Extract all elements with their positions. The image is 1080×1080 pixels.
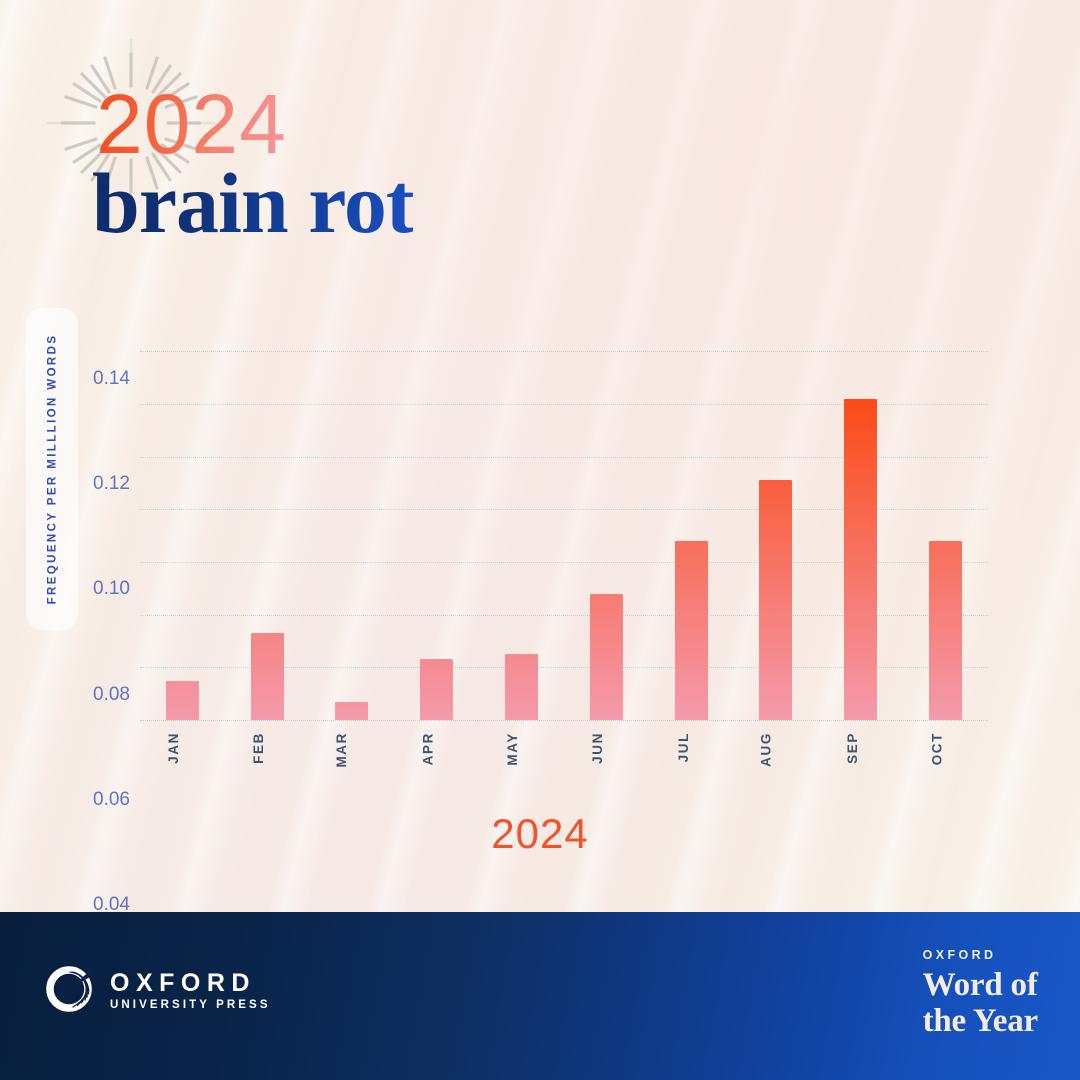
badge-kicker: OXFORD — [922, 948, 997, 962]
bar-slot: JAN — [140, 325, 225, 764]
bar-slot: MAY — [479, 325, 564, 766]
oup-wordmark: OXFORD UNIVERSITY PRESS — [110, 971, 271, 1012]
bar-slot: JUN — [564, 325, 649, 764]
bar-slot: OCT — [903, 325, 988, 765]
bar — [250, 633, 284, 720]
x-axis-tick-label: SEP — [845, 732, 877, 780]
x-axis-tick-label: FEB — [251, 732, 283, 780]
y-axis-label-text: FREQUENCY PER MILLLION WORDS — [46, 333, 58, 605]
year-headline: 2024 — [96, 77, 287, 171]
x-axis-tick-label-text: JAN — [166, 732, 182, 764]
poster-header: 2024 brain rot — [0, 0, 1080, 300]
bar-slot: APR — [394, 325, 479, 765]
y-axis-tick-label: 0.04 — [93, 894, 130, 916]
x-axis-tick-label: OCT — [929, 732, 962, 780]
gridline: 0.12 — [93, 404, 988, 494]
bar — [929, 540, 963, 720]
axis-baseline — [140, 720, 988, 721]
gridline: 0.14 — [93, 351, 988, 389]
x-axis-tick-label-text: MAR — [334, 732, 350, 768]
bar — [165, 680, 199, 720]
x-axis-tick-label-text: SEP — [844, 732, 860, 764]
x-axis-tick-label-text: APR — [420, 732, 436, 766]
word-of-the-year-title: brain rot — [92, 155, 414, 251]
bar-slot: FEB — [225, 325, 310, 764]
plot-area: 0.020.040.060.080.100.120.14 JANFEBMARAP… — [93, 325, 988, 1021]
footer-banner: OXFORD UNIVERSITY PRESS OXFORD Word of t… — [0, 912, 1080, 1080]
bar-slot: AUG — [734, 325, 819, 767]
badge-line-1: Word of — [922, 967, 1038, 1003]
oup-subtitle: UNIVERSITY PRESS — [110, 999, 271, 1012]
oxford-swirl-logo-icon — [44, 964, 94, 1019]
bar — [505, 654, 539, 720]
x-axis-tick-label-text: OCT — [928, 732, 944, 766]
x-axis-tick-label: JUL — [676, 732, 706, 780]
gridline: 0.06 — [93, 562, 988, 810]
bar-slot: MAR — [310, 325, 395, 768]
y-axis-tick-label: 0.08 — [93, 683, 130, 705]
bar-chart: FREQUENCY PER MILLLION WORDS 0.020.040.0… — [0, 290, 1080, 1021]
x-axis-tick-label: JAN — [166, 732, 198, 780]
bar — [420, 659, 454, 720]
bar — [674, 540, 708, 720]
oup-name: OXFORD — [110, 969, 256, 998]
y-axis-tick-label: 0.14 — [93, 367, 130, 389]
bar-slot: SEP — [818, 325, 903, 764]
bar — [844, 398, 878, 720]
y-axis-tick-label: 0.06 — [93, 789, 130, 810]
bar — [335, 701, 369, 720]
oxford-university-press-logo: OXFORD UNIVERSITY PRESS — [44, 964, 271, 1019]
x-axis-tick-label-text: FEB — [251, 732, 267, 764]
x-axis-tick-label: AUG — [759, 732, 794, 780]
x-axis-tick-label: MAR — [334, 732, 370, 780]
x-axis-tick-label-text: MAY — [504, 732, 520, 766]
y-axis-tick-label: 0.12 — [93, 473, 130, 494]
sparkle-burst-icon — [46, 38, 216, 208]
bar — [759, 480, 793, 720]
bar-series: JAN FEB MAR APR MAY JUN JUL AUG SEP OCT — [140, 325, 988, 768]
x-axis-tick-label: JUN — [590, 732, 622, 780]
y-axis-tick-label: 0.10 — [93, 578, 130, 600]
gridline: 0.08 — [93, 509, 988, 705]
y-axis-label: FREQUENCY PER MILLLION WORDS — [26, 308, 78, 630]
x-axis-tick-label: APR — [420, 732, 453, 780]
bar-slot: JUL — [649, 325, 734, 762]
x-axis-title: 2024 — [491, 810, 589, 857]
bar — [589, 593, 623, 720]
x-axis-tick-label-text: AUG — [758, 732, 774, 767]
gridline: 0.04 — [93, 614, 988, 915]
word-of-the-year-badge: OXFORD Word of the Year — [922, 948, 1039, 1039]
x-axis-tick-label: MAY — [505, 732, 539, 780]
x-axis-tick-label-text: JUL — [676, 732, 692, 763]
gridline: 0.10 — [93, 456, 988, 599]
x-axis-tick-label-text: JUN — [590, 732, 606, 764]
y-axis-label-plate — [26, 308, 78, 630]
badge-line-2: the Year — [922, 1002, 1039, 1039]
